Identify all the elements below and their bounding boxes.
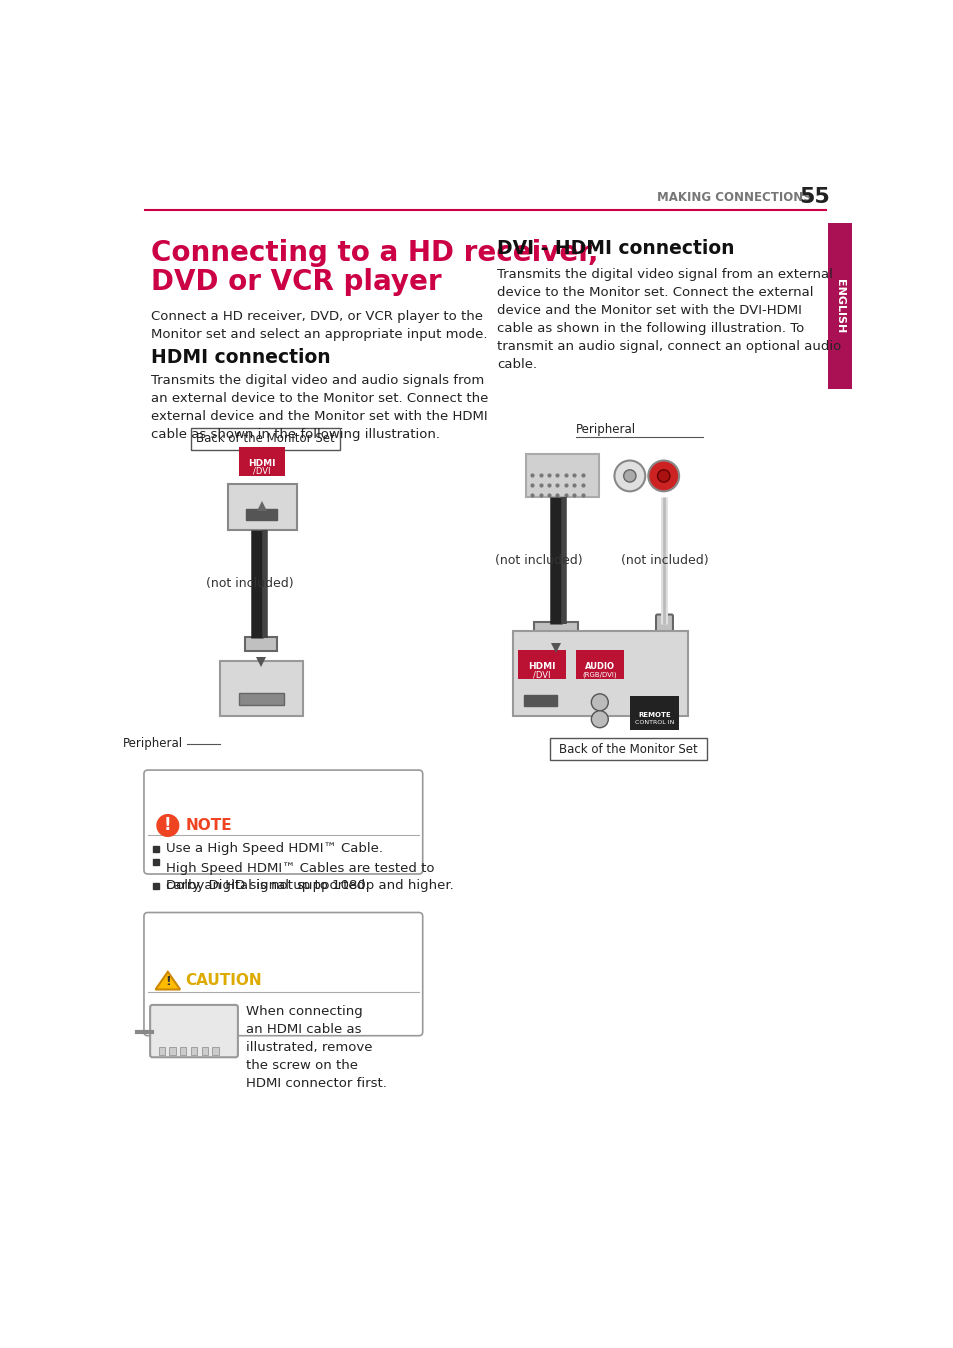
Text: HDMI: HDMI xyxy=(248,460,275,468)
Text: !: ! xyxy=(164,817,172,834)
Text: /DVI: /DVI xyxy=(533,670,550,679)
Text: CAUTION: CAUTION xyxy=(185,973,262,988)
FancyBboxPatch shape xyxy=(144,770,422,874)
FancyBboxPatch shape xyxy=(239,693,284,705)
Circle shape xyxy=(614,461,644,491)
Text: (not included): (not included) xyxy=(495,554,582,568)
FancyBboxPatch shape xyxy=(191,1047,197,1055)
FancyBboxPatch shape xyxy=(238,446,285,476)
Text: HDMI: HDMI xyxy=(528,662,556,671)
Text: Connecting to a HD receiver,: Connecting to a HD receiver, xyxy=(151,239,598,267)
Text: (RGB/DVI): (RGB/DVI) xyxy=(582,671,617,678)
FancyBboxPatch shape xyxy=(144,913,422,1035)
Circle shape xyxy=(657,469,669,483)
Text: Connect a HD receiver, DVD, or VCR player to the
Monitor set and select an appro: Connect a HD receiver, DVD, or VCR playe… xyxy=(151,310,487,341)
Text: When connecting
an HDMI cable as
illustrated, remove
the screw on the
HDMI conne: When connecting an HDMI cable as illustr… xyxy=(246,1004,387,1091)
FancyBboxPatch shape xyxy=(150,1004,237,1057)
Text: REMOTE: REMOTE xyxy=(638,712,670,717)
Text: !: ! xyxy=(165,976,171,988)
Text: Peripheral: Peripheral xyxy=(576,423,636,437)
Polygon shape xyxy=(155,972,180,989)
FancyBboxPatch shape xyxy=(220,661,303,716)
Text: (not included): (not included) xyxy=(206,577,294,590)
Text: NOTE: NOTE xyxy=(185,818,232,833)
FancyBboxPatch shape xyxy=(576,650,623,679)
Text: Back of the Monitor Set: Back of the Monitor Set xyxy=(196,433,335,445)
FancyBboxPatch shape xyxy=(513,631,688,716)
Circle shape xyxy=(648,461,679,491)
Text: Transmits the digital video and audio signals from
an external device to the Mon: Transmits the digital video and audio si… xyxy=(151,375,488,441)
Text: CONTROL IN: CONTROL IN xyxy=(634,720,674,725)
FancyBboxPatch shape xyxy=(180,1047,186,1055)
Circle shape xyxy=(591,710,608,728)
Circle shape xyxy=(623,469,636,483)
FancyBboxPatch shape xyxy=(191,429,340,450)
FancyBboxPatch shape xyxy=(524,696,557,706)
FancyBboxPatch shape xyxy=(170,1047,175,1055)
FancyBboxPatch shape xyxy=(213,1047,218,1055)
Text: High Speed HDMI™ Cables are tested to
carry an HD signal up to 1080p and higher.: High Speed HDMI™ Cables are tested to ca… xyxy=(166,863,453,892)
FancyBboxPatch shape xyxy=(201,1047,208,1055)
FancyBboxPatch shape xyxy=(228,484,297,530)
Text: (not included): (not included) xyxy=(620,554,707,568)
FancyBboxPatch shape xyxy=(656,615,672,634)
Text: /DVI: /DVI xyxy=(253,466,271,476)
Text: Peripheral: Peripheral xyxy=(123,737,183,751)
Text: MAKING CONNECTIONS: MAKING CONNECTIONS xyxy=(656,190,811,204)
FancyBboxPatch shape xyxy=(246,510,277,520)
Text: Use a High Speed HDMI™ Cable.: Use a High Speed HDMI™ Cable. xyxy=(166,842,382,855)
FancyBboxPatch shape xyxy=(533,623,578,638)
FancyBboxPatch shape xyxy=(629,696,679,731)
Text: DVD or VCR player: DVD or VCR player xyxy=(151,268,441,297)
FancyBboxPatch shape xyxy=(158,1047,165,1055)
FancyBboxPatch shape xyxy=(525,454,598,496)
FancyBboxPatch shape xyxy=(549,739,706,760)
Text: DVI - HDMI connection: DVI - HDMI connection xyxy=(497,239,734,257)
FancyBboxPatch shape xyxy=(245,636,277,651)
Text: Dolby Digital is not supported.: Dolby Digital is not supported. xyxy=(166,879,369,892)
Text: ENGLISH: ENGLISH xyxy=(834,279,844,334)
Text: Back of the Monitor Set: Back of the Monitor Set xyxy=(558,743,697,756)
Circle shape xyxy=(591,694,608,710)
Text: Transmits the digital video signal from an external
device to the Monitor set. C: Transmits the digital video signal from … xyxy=(497,268,841,371)
FancyBboxPatch shape xyxy=(827,224,851,390)
Text: 55: 55 xyxy=(799,187,829,208)
Text: AUDIO: AUDIO xyxy=(584,662,614,671)
Text: HDMI connection: HDMI connection xyxy=(151,348,330,367)
FancyBboxPatch shape xyxy=(517,650,565,679)
Circle shape xyxy=(156,814,179,837)
